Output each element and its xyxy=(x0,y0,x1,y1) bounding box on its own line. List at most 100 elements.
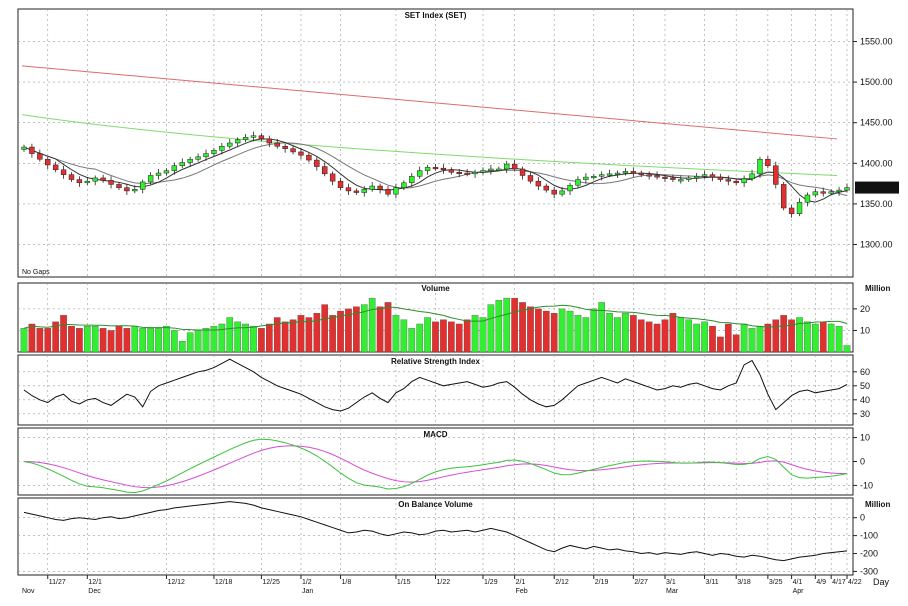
candle-body xyxy=(337,180,344,188)
volume-bar xyxy=(804,321,811,353)
y-tick-label: -200 xyxy=(860,549,878,559)
volume-bar xyxy=(717,336,724,353)
x-tick-label: 12/1 xyxy=(88,579,102,586)
volume-bar xyxy=(479,317,487,353)
volume-bar xyxy=(44,328,52,353)
volume-bar xyxy=(392,315,400,353)
candle-body xyxy=(741,178,747,184)
volume-bar xyxy=(194,330,202,353)
volume-bar xyxy=(463,319,471,353)
volume-bar xyxy=(20,328,28,353)
y-tick-label: -10 xyxy=(860,480,873,490)
candle-body xyxy=(393,187,399,195)
candle-body xyxy=(424,167,431,171)
volume-bar xyxy=(590,308,598,353)
volume-bar xyxy=(289,319,297,353)
candle-body xyxy=(322,166,328,175)
candle-body xyxy=(543,185,549,191)
volume-bar xyxy=(345,308,352,353)
panel-title: Relative Strength Index xyxy=(391,357,480,366)
panel-title: MACD xyxy=(424,430,448,439)
volume-bar xyxy=(281,321,289,353)
ma-long-line xyxy=(21,114,838,176)
candle-body xyxy=(290,148,296,153)
panel-title: Volume xyxy=(421,284,450,293)
volume-bar xyxy=(99,328,107,353)
candle-body xyxy=(195,156,201,160)
volume-bar xyxy=(242,323,249,353)
volume-bar xyxy=(218,323,226,353)
candle-body xyxy=(765,158,771,166)
candle-body xyxy=(298,151,304,156)
candle-body xyxy=(68,174,75,180)
candle-body xyxy=(266,138,273,144)
candle-body xyxy=(559,190,565,195)
volume-bar xyxy=(542,310,550,353)
volume-bar xyxy=(495,300,503,353)
volume-bar xyxy=(843,345,851,353)
candle-body xyxy=(211,150,217,154)
candle-body xyxy=(29,146,35,154)
volume-bar xyxy=(685,319,693,353)
candle-body xyxy=(575,179,581,186)
volume-bar xyxy=(60,315,67,353)
candle-body xyxy=(171,165,178,171)
x-month-label: Mar xyxy=(666,588,679,595)
ma-longest-line xyxy=(21,65,838,140)
volume-bar xyxy=(819,321,827,353)
volume-bar xyxy=(827,323,835,353)
volume-bar xyxy=(28,323,36,353)
candle-body xyxy=(139,181,146,190)
volume-bar xyxy=(582,317,590,353)
macd-line xyxy=(23,438,848,494)
candle-body xyxy=(21,146,27,150)
y-tick-label: 1450.00 xyxy=(860,118,893,128)
volume-bar xyxy=(360,304,368,353)
volume-bar xyxy=(511,297,518,353)
volume-bar xyxy=(107,330,115,353)
obv-line xyxy=(23,501,848,562)
volume-bar xyxy=(645,321,653,353)
candle-body xyxy=(757,158,763,175)
candle-body xyxy=(385,189,391,195)
candle-body xyxy=(274,142,280,147)
candle-body xyxy=(812,191,819,196)
volume-bar xyxy=(598,302,605,353)
y-tick-label: 1550.00 xyxy=(860,36,893,46)
volume-bar xyxy=(550,313,558,353)
volume-bar xyxy=(701,321,708,353)
candle-body xyxy=(282,145,288,149)
volume-bar xyxy=(155,328,162,353)
volume-bar xyxy=(661,319,669,353)
volume-bar xyxy=(91,325,99,353)
candle-body xyxy=(519,168,526,176)
volume-bar xyxy=(788,319,795,353)
candle-body xyxy=(76,179,83,184)
candle-body xyxy=(132,189,138,192)
candle-body xyxy=(250,135,257,138)
volume-bar xyxy=(558,308,566,353)
candle-body xyxy=(749,173,755,179)
x-tick-label: 11/27 xyxy=(49,579,66,586)
volume-bar xyxy=(653,323,661,353)
candle-body xyxy=(219,145,225,151)
candle-body xyxy=(614,172,621,175)
y-tick-label: -100 xyxy=(860,531,878,541)
volume-bar xyxy=(273,317,281,353)
volume-bar xyxy=(748,328,756,353)
volume-bar xyxy=(186,332,194,353)
candle-body xyxy=(496,168,502,171)
candle-body xyxy=(773,165,779,185)
obv-unit: Million xyxy=(865,500,890,509)
candle-body xyxy=(504,163,510,170)
volume-bar xyxy=(487,304,495,353)
candle-body xyxy=(163,170,170,174)
candle-body xyxy=(686,177,692,180)
candle-body xyxy=(606,173,613,176)
candle-body xyxy=(84,180,91,184)
candle-body xyxy=(448,169,455,173)
volume-bar xyxy=(740,323,748,353)
volume-bar xyxy=(535,308,542,353)
volume-bar xyxy=(202,328,210,353)
volume-bar xyxy=(440,319,447,353)
